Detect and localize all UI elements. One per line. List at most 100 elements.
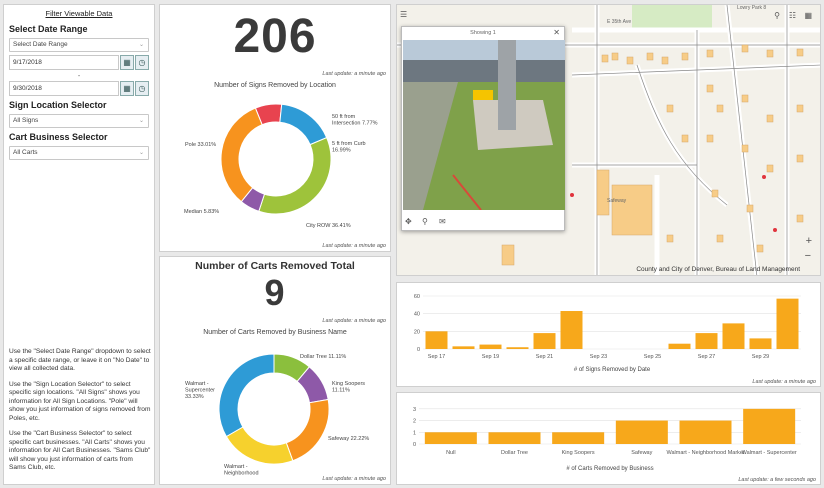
bar[interactable] xyxy=(615,420,668,444)
y-tick-label: 3 xyxy=(413,407,416,413)
end-date-input[interactable]: 9/30/2018 xyxy=(9,81,119,96)
start-date-input[interactable]: 9/17/2018 xyxy=(9,55,119,70)
signs-bar-update: Last update: a minute ago xyxy=(752,379,816,385)
y-tick-label: 20 xyxy=(414,329,420,335)
carts-bar-chart: 0 1 2 3 Null Dollar Tree King Soopers Safeway Wa… xyxy=(413,407,801,472)
clock-icon[interactable]: ◷ xyxy=(135,55,149,70)
bar[interactable] xyxy=(552,432,605,444)
carts-donut-chart: Dollar Tree 11.11% King Soopers 11.11% Safe… xyxy=(185,353,369,477)
x-tick-label: Sep 17 xyxy=(428,354,445,360)
x-tick-label: Sep 21 xyxy=(536,354,553,360)
y-tick-label: 40 xyxy=(414,312,420,318)
bar[interactable] xyxy=(749,338,772,349)
signs-bar-card: 0 20 40 60 Sep 17 Sep 19 Sep 21 Sep 23 Sep 25 Sep… xyxy=(396,282,821,387)
end-date-row: 9/30/2018 ▦ ◷ xyxy=(9,81,149,96)
donut-slice[interactable] xyxy=(220,107,263,203)
map-layer-icon[interactable]: ☰ xyxy=(400,10,408,19)
carts-bar-card: 0 1 2 3 Null Dollar Tree King Soopers Safeway Wa… xyxy=(396,392,821,485)
donut-label: 5 ft from Curb 16.99% xyxy=(332,141,366,154)
carts-count: 9 xyxy=(264,272,286,313)
popup-title: Showing 1 xyxy=(470,30,496,36)
bar[interactable] xyxy=(695,333,718,349)
zoom-to-icon[interactable]: ⚲ xyxy=(422,217,428,226)
x-tick-label: Dollar Tree xyxy=(501,450,528,456)
carts-count-update: Last update: a minute ago xyxy=(322,318,386,324)
sign-location-heading: Sign Location Selector xyxy=(9,100,107,110)
y-tick-label: 0 xyxy=(413,442,416,448)
donut-slice[interactable] xyxy=(279,103,328,146)
help-paragraph: Use the "Sign Location Selector" to sele… xyxy=(9,380,151,422)
zoom-in-button[interactable]: + xyxy=(805,235,812,247)
donut-label: City ROW 36.41% xyxy=(306,223,351,229)
store-label: Safeway xyxy=(607,198,627,204)
help-text: Use the "Select Date Range" dropdown to … xyxy=(9,348,151,480)
signs-card: 206 Last update: a minute ago Number of … xyxy=(159,4,391,252)
date-separator: - xyxy=(77,73,81,80)
bar[interactable] xyxy=(506,347,529,349)
close-icon[interactable]: ✕ xyxy=(553,28,560,37)
x-tick-label: Sep 27 xyxy=(698,354,715,360)
bar[interactable] xyxy=(776,298,799,349)
map-popup[interactable]: Showing 1 ✕ ✥ ⚲ ✉ xyxy=(401,26,565,231)
street-label: E 35th Ave xyxy=(607,19,632,25)
calendar-icon[interactable]: ▦ xyxy=(120,81,134,96)
bar[interactable] xyxy=(452,346,475,349)
signs-donut-title: Number of Signs Removed by Location xyxy=(214,82,336,89)
cart-business-heading: Cart Business Selector xyxy=(9,132,108,142)
filter-panel: Filter Viewable Data Select Date Range S… xyxy=(3,4,155,485)
map-attribution: County and City of Denver, Bureau of Lan… xyxy=(636,266,800,273)
bar[interactable] xyxy=(488,432,541,444)
donut-slice[interactable] xyxy=(218,353,275,438)
basemap-icon[interactable]: ▦ xyxy=(804,11,812,20)
cart-business-dropdown[interactable]: All Carts ⌄ xyxy=(9,146,149,160)
donut-label: Walmart -Neighborhood xyxy=(224,464,259,477)
date-range-dropdown[interactable]: Select Date Range ⌄ xyxy=(9,38,149,52)
x-axis-title: # of Signs Removed by Date xyxy=(574,367,651,373)
search-icon[interactable]: ⚲ xyxy=(774,11,780,20)
bar[interactable] xyxy=(743,408,796,444)
bar[interactable] xyxy=(424,432,477,444)
donut-label: Pole 33.01% xyxy=(185,142,216,148)
carts-card: Number of Carts Removed Total 9 Last upd… xyxy=(159,256,391,485)
bar[interactable] xyxy=(560,311,583,349)
donut-label: Median 5.83% xyxy=(184,209,219,215)
comment-icon[interactable]: ✉ xyxy=(439,217,446,226)
carts-donut-title: Number of Carts Removed by Business Name xyxy=(203,329,347,336)
cart-business-value: All Carts xyxy=(13,149,38,156)
bar[interactable] xyxy=(533,333,556,349)
carts-heading: Number of Carts Removed Total xyxy=(195,260,355,272)
donut-slice[interactable] xyxy=(258,136,332,215)
signs-donut-chart: 50 ft from Intersection 7.77% 5 ft from Cu… xyxy=(184,103,378,229)
chevron-down-icon: ⌄ xyxy=(138,118,144,124)
bar[interactable] xyxy=(425,331,448,349)
calendar-icon[interactable]: ▦ xyxy=(120,55,134,70)
signs-count-update: Last update: a minute ago xyxy=(322,71,386,77)
bar[interactable] xyxy=(722,323,745,349)
donut-label: Safeway 22.22% xyxy=(328,436,369,442)
x-tick-label: Sep 25 xyxy=(644,354,661,360)
y-tick-label: 60 xyxy=(414,294,420,300)
donut-label: 50 ft from Intersection 7.77% xyxy=(332,114,378,127)
filter-title[interactable]: Filter Viewable Data xyxy=(45,9,113,18)
zoom-out-button[interactable]: − xyxy=(804,250,811,262)
donut-label: King Soopers 11.11% xyxy=(332,381,365,394)
clock-icon[interactable]: ◷ xyxy=(135,81,149,96)
chevron-down-icon: ⌄ xyxy=(138,42,144,48)
donut-slice[interactable] xyxy=(225,426,294,465)
signs-donut-update: Last update: a minute ago xyxy=(322,243,386,249)
move-icon[interactable]: ✥ xyxy=(405,217,412,226)
x-tick-label: Null xyxy=(446,450,455,456)
help-paragraph: Use the "Cart Business Selector" to sele… xyxy=(9,430,151,471)
sign-location-dropdown[interactable]: All Signs ⌄ xyxy=(9,114,149,128)
bar[interactable] xyxy=(679,420,732,444)
bar[interactable] xyxy=(668,343,691,349)
signs-count: 206 xyxy=(233,10,317,63)
x-tick-label: Walmart - Supercenter xyxy=(742,450,797,456)
y-tick-label: 1 xyxy=(413,430,416,436)
chevron-down-icon: ⌄ xyxy=(138,150,144,156)
donut-slice[interactable] xyxy=(285,398,330,462)
x-axis-title: # of Carts Removed by Business xyxy=(566,466,653,472)
bar[interactable] xyxy=(479,344,502,349)
legend-icon[interactable]: ☷ xyxy=(788,11,796,20)
sign-location-value: All Signs xyxy=(13,117,39,124)
